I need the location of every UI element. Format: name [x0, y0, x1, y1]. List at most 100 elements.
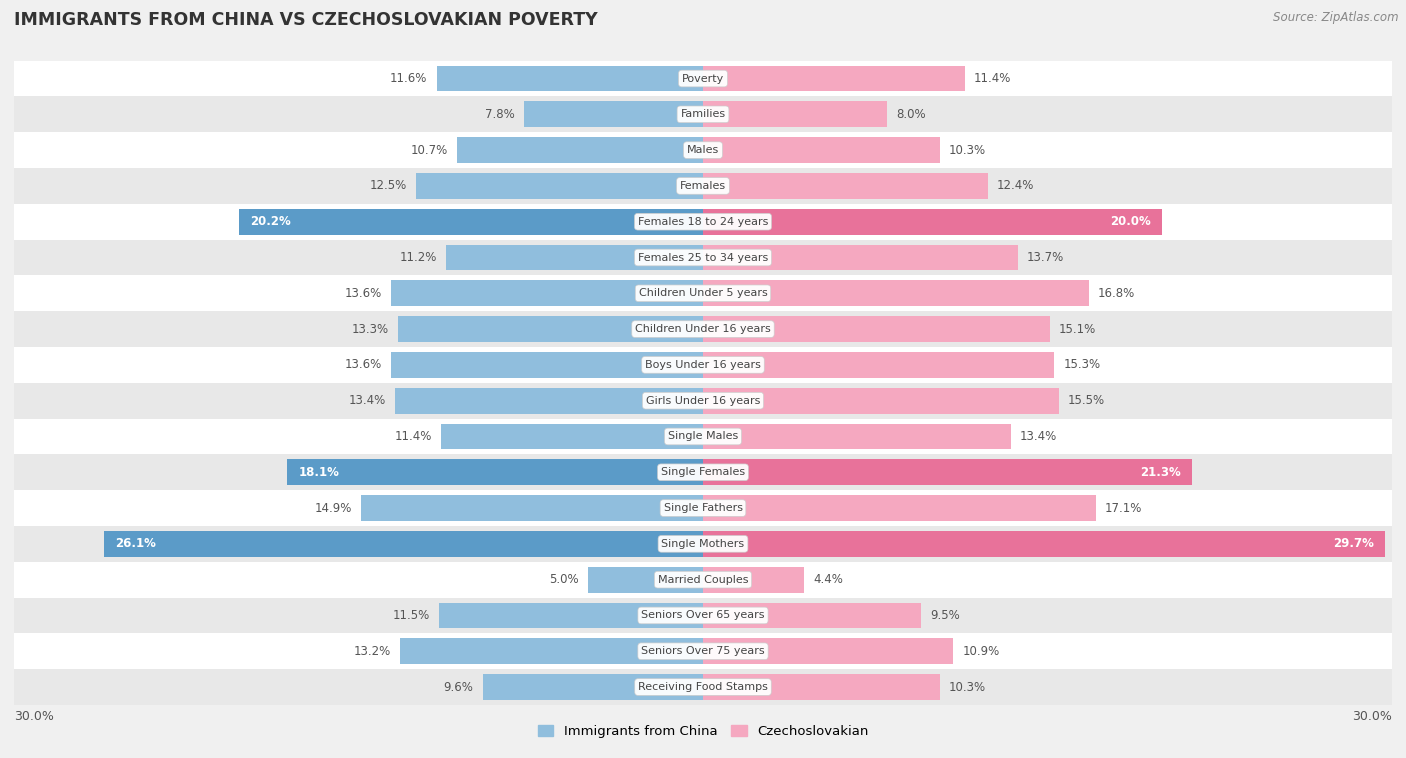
Text: 29.7%: 29.7%	[1333, 537, 1374, 550]
Bar	[361, 495, 703, 521]
Text: 13.4%: 13.4%	[349, 394, 387, 407]
Text: 15.1%: 15.1%	[1059, 323, 1097, 336]
Bar	[391, 352, 703, 377]
Text: 9.6%: 9.6%	[443, 681, 474, 694]
Text: 20.2%: 20.2%	[250, 215, 291, 228]
Text: 7.8%: 7.8%	[485, 108, 515, 121]
Text: 30.0%: 30.0%	[14, 710, 53, 723]
Bar	[703, 352, 1054, 377]
Text: 15.3%: 15.3%	[1063, 359, 1101, 371]
Bar	[446, 245, 703, 271]
Text: 12.4%: 12.4%	[997, 180, 1035, 193]
Text: 30.0%: 30.0%	[1353, 710, 1392, 723]
Bar	[14, 454, 1392, 490]
Text: Girls Under 16 years: Girls Under 16 years	[645, 396, 761, 406]
Text: 11.2%: 11.2%	[399, 251, 437, 264]
Bar	[703, 638, 953, 664]
Bar	[703, 316, 1050, 342]
Text: 17.1%: 17.1%	[1105, 502, 1142, 515]
Bar	[14, 562, 1392, 597]
Text: Boys Under 16 years: Boys Under 16 years	[645, 360, 761, 370]
Text: 11.5%: 11.5%	[392, 609, 430, 622]
Bar	[398, 316, 703, 342]
Bar	[395, 388, 703, 414]
Text: 13.2%: 13.2%	[353, 645, 391, 658]
Text: 10.7%: 10.7%	[411, 143, 449, 157]
Text: 26.1%: 26.1%	[115, 537, 156, 550]
Text: Females 18 to 24 years: Females 18 to 24 years	[638, 217, 768, 227]
Bar	[703, 173, 988, 199]
Text: 10.9%: 10.9%	[963, 645, 1000, 658]
Text: Children Under 16 years: Children Under 16 years	[636, 324, 770, 334]
Bar	[14, 597, 1392, 634]
Text: Seniors Over 75 years: Seniors Over 75 years	[641, 647, 765, 656]
Bar	[703, 208, 1163, 235]
Bar	[14, 168, 1392, 204]
Bar	[14, 132, 1392, 168]
Text: Poverty: Poverty	[682, 74, 724, 83]
Bar	[439, 603, 703, 628]
Text: 21.3%: 21.3%	[1140, 465, 1181, 479]
Text: 13.6%: 13.6%	[344, 287, 381, 300]
Bar	[482, 674, 703, 700]
Text: 13.6%: 13.6%	[344, 359, 381, 371]
Bar	[703, 137, 939, 163]
Bar	[703, 531, 1385, 556]
Text: Single Mothers: Single Mothers	[661, 539, 745, 549]
Text: 14.9%: 14.9%	[315, 502, 352, 515]
Bar	[703, 567, 804, 593]
Text: IMMIGRANTS FROM CHINA VS CZECHOSLOVAKIAN POVERTY: IMMIGRANTS FROM CHINA VS CZECHOSLOVAKIAN…	[14, 11, 598, 30]
Bar	[14, 526, 1392, 562]
Text: Females 25 to 34 years: Females 25 to 34 years	[638, 252, 768, 262]
Bar	[437, 66, 703, 92]
Bar	[703, 388, 1059, 414]
Bar	[14, 204, 1392, 240]
Text: 5.0%: 5.0%	[550, 573, 579, 586]
Text: 8.0%: 8.0%	[896, 108, 925, 121]
Text: 11.6%: 11.6%	[389, 72, 427, 85]
Bar	[703, 674, 939, 700]
Bar	[441, 424, 703, 449]
Text: Seniors Over 65 years: Seniors Over 65 years	[641, 610, 765, 621]
Text: 10.3%: 10.3%	[949, 681, 986, 694]
Text: Receiving Food Stamps: Receiving Food Stamps	[638, 682, 768, 692]
Bar	[14, 669, 1392, 705]
Text: 13.3%: 13.3%	[352, 323, 388, 336]
Bar	[703, 495, 1095, 521]
Text: 9.5%: 9.5%	[931, 609, 960, 622]
Text: Single Females: Single Females	[661, 467, 745, 478]
Text: 11.4%: 11.4%	[974, 72, 1011, 85]
Text: 13.4%: 13.4%	[1019, 430, 1057, 443]
Text: Females: Females	[681, 181, 725, 191]
Bar	[14, 275, 1392, 312]
Text: 13.7%: 13.7%	[1026, 251, 1064, 264]
Bar	[104, 531, 703, 556]
Legend: Immigrants from China, Czechoslovakian: Immigrants from China, Czechoslovakian	[533, 720, 873, 744]
Bar	[14, 383, 1392, 418]
Text: Single Males: Single Males	[668, 431, 738, 441]
Text: 4.4%: 4.4%	[813, 573, 844, 586]
Text: Children Under 5 years: Children Under 5 years	[638, 288, 768, 299]
Text: 12.5%: 12.5%	[370, 180, 406, 193]
Text: 20.0%: 20.0%	[1111, 215, 1152, 228]
Text: 10.3%: 10.3%	[949, 143, 986, 157]
Bar	[703, 603, 921, 628]
Bar	[14, 347, 1392, 383]
Bar	[14, 61, 1392, 96]
Text: Married Couples: Married Couples	[658, 575, 748, 584]
Bar	[524, 102, 703, 127]
Bar	[399, 638, 703, 664]
Text: 11.4%: 11.4%	[395, 430, 432, 443]
Bar	[14, 418, 1392, 454]
Text: Families: Families	[681, 109, 725, 119]
Bar	[703, 66, 965, 92]
Bar	[14, 490, 1392, 526]
Bar	[14, 312, 1392, 347]
Bar	[703, 102, 887, 127]
Bar	[703, 245, 1018, 271]
Text: 18.1%: 18.1%	[299, 465, 340, 479]
Text: Single Fathers: Single Fathers	[664, 503, 742, 513]
Bar	[287, 459, 703, 485]
Bar	[703, 280, 1088, 306]
Text: Males: Males	[688, 145, 718, 155]
